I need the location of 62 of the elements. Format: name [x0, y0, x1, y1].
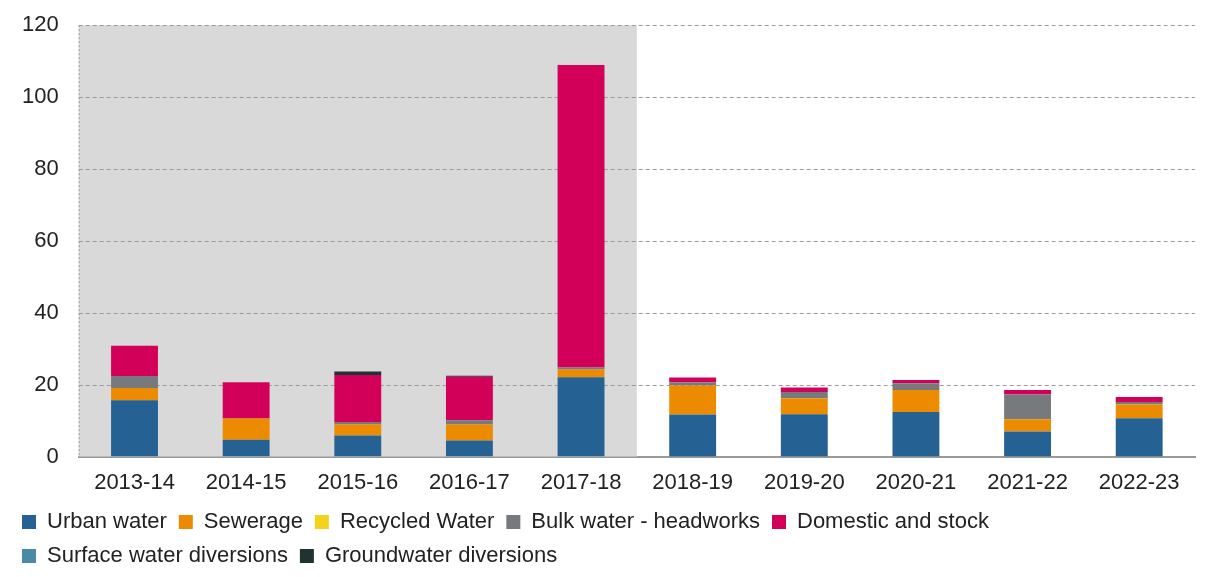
x-tick-label: 2015-16 [317, 468, 399, 494]
x-tick-label: 2019-20 [763, 468, 845, 494]
bar [222, 418, 270, 440]
bar [669, 382, 717, 386]
bar [557, 367, 605, 370]
legend-label: Bulk water - headworks [531, 508, 760, 534]
bar [111, 400, 158, 457]
y-tick-label: 120 [21, 11, 59, 37]
bar [222, 439, 270, 457]
x-tick-label: 2014-15 [205, 468, 287, 494]
x-tick-label: 2021-22 [987, 468, 1068, 494]
bar [780, 398, 828, 415]
bar [892, 383, 940, 391]
bar [111, 387, 158, 401]
legend-label: Recycled Water [339, 508, 495, 534]
bar [1115, 418, 1163, 457]
bar [557, 65, 605, 368]
bar [334, 371, 382, 375]
y-tick-label: 100 [21, 83, 59, 109]
bar [669, 385, 717, 415]
bar [780, 391, 828, 399]
bar [892, 412, 940, 457]
x-tick-label: 2022-23 [1098, 468, 1180, 494]
bar [445, 424, 493, 441]
bar [111, 376, 158, 388]
bar [669, 414, 717, 457]
bar [780, 414, 828, 457]
bar [1004, 394, 1051, 420]
bar [1004, 390, 1051, 395]
bar [892, 380, 940, 384]
bar [1115, 396, 1163, 402]
bar [445, 420, 493, 425]
bar [334, 422, 382, 425]
bar [780, 387, 828, 392]
bar [892, 390, 940, 413]
bar [557, 369, 605, 378]
bar [222, 382, 270, 419]
x-tick-label: 2013-14 [94, 468, 175, 494]
bar [445, 376, 493, 421]
bar [1004, 419, 1051, 432]
bar [1004, 431, 1051, 457]
bar [334, 374, 382, 423]
bar [111, 345, 158, 377]
bar [334, 435, 382, 457]
y-tick-label: 40 [34, 298, 59, 324]
bar [334, 424, 382, 436]
y-tick-label: 80 [34, 155, 59, 181]
legend-label: Sewerage [203, 508, 303, 534]
y-tick-label: 20 [34, 370, 59, 396]
legend-label: Urban water [47, 508, 167, 534]
bar [1115, 404, 1163, 419]
legend-label: Domestic and stock [796, 508, 990, 534]
x-tick-label: 2018-19 [652, 468, 734, 494]
y-tick-label: 0 [46, 442, 59, 468]
bar [557, 377, 605, 457]
y-tick-label: 60 [34, 226, 59, 252]
legend-label: Groundwater diversions [324, 542, 558, 568]
x-tick-label: 2016-17 [429, 468, 510, 494]
legend-label: Surface water diversions [47, 542, 288, 568]
bar [445, 440, 493, 457]
x-tick-label: 2017-18 [540, 468, 622, 494]
x-tick-label: 2020-21 [875, 468, 957, 494]
